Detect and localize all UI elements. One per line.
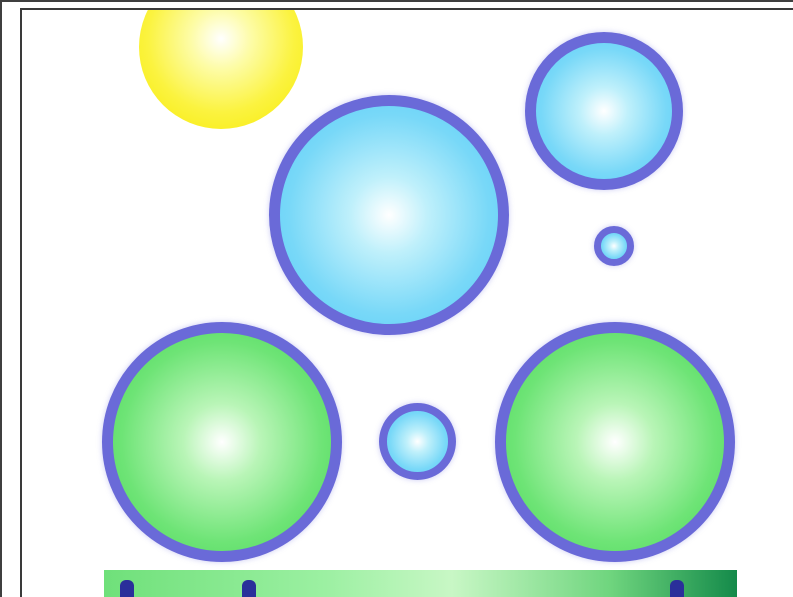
bar-marker	[120, 580, 134, 597]
blue-ball-top-right[interactable]	[525, 32, 683, 190]
bar-marker	[242, 580, 256, 597]
yellow-ball[interactable]	[139, 10, 303, 129]
bottom-bar	[104, 570, 737, 597]
bar-marker	[670, 580, 684, 597]
green-ball-left[interactable]	[102, 322, 342, 562]
blue-ball-small[interactable]	[379, 403, 456, 480]
blue-ball-large[interactable]	[269, 95, 509, 335]
window-border-top	[0, 0, 793, 2]
board-border-left	[20, 8, 22, 597]
green-ball-right[interactable]	[495, 322, 735, 562]
blue-ball-tiny[interactable]	[594, 226, 634, 266]
window-border-left	[0, 0, 2, 597]
board-border-top	[20, 8, 793, 10]
game-board[interactable]	[22, 10, 793, 597]
